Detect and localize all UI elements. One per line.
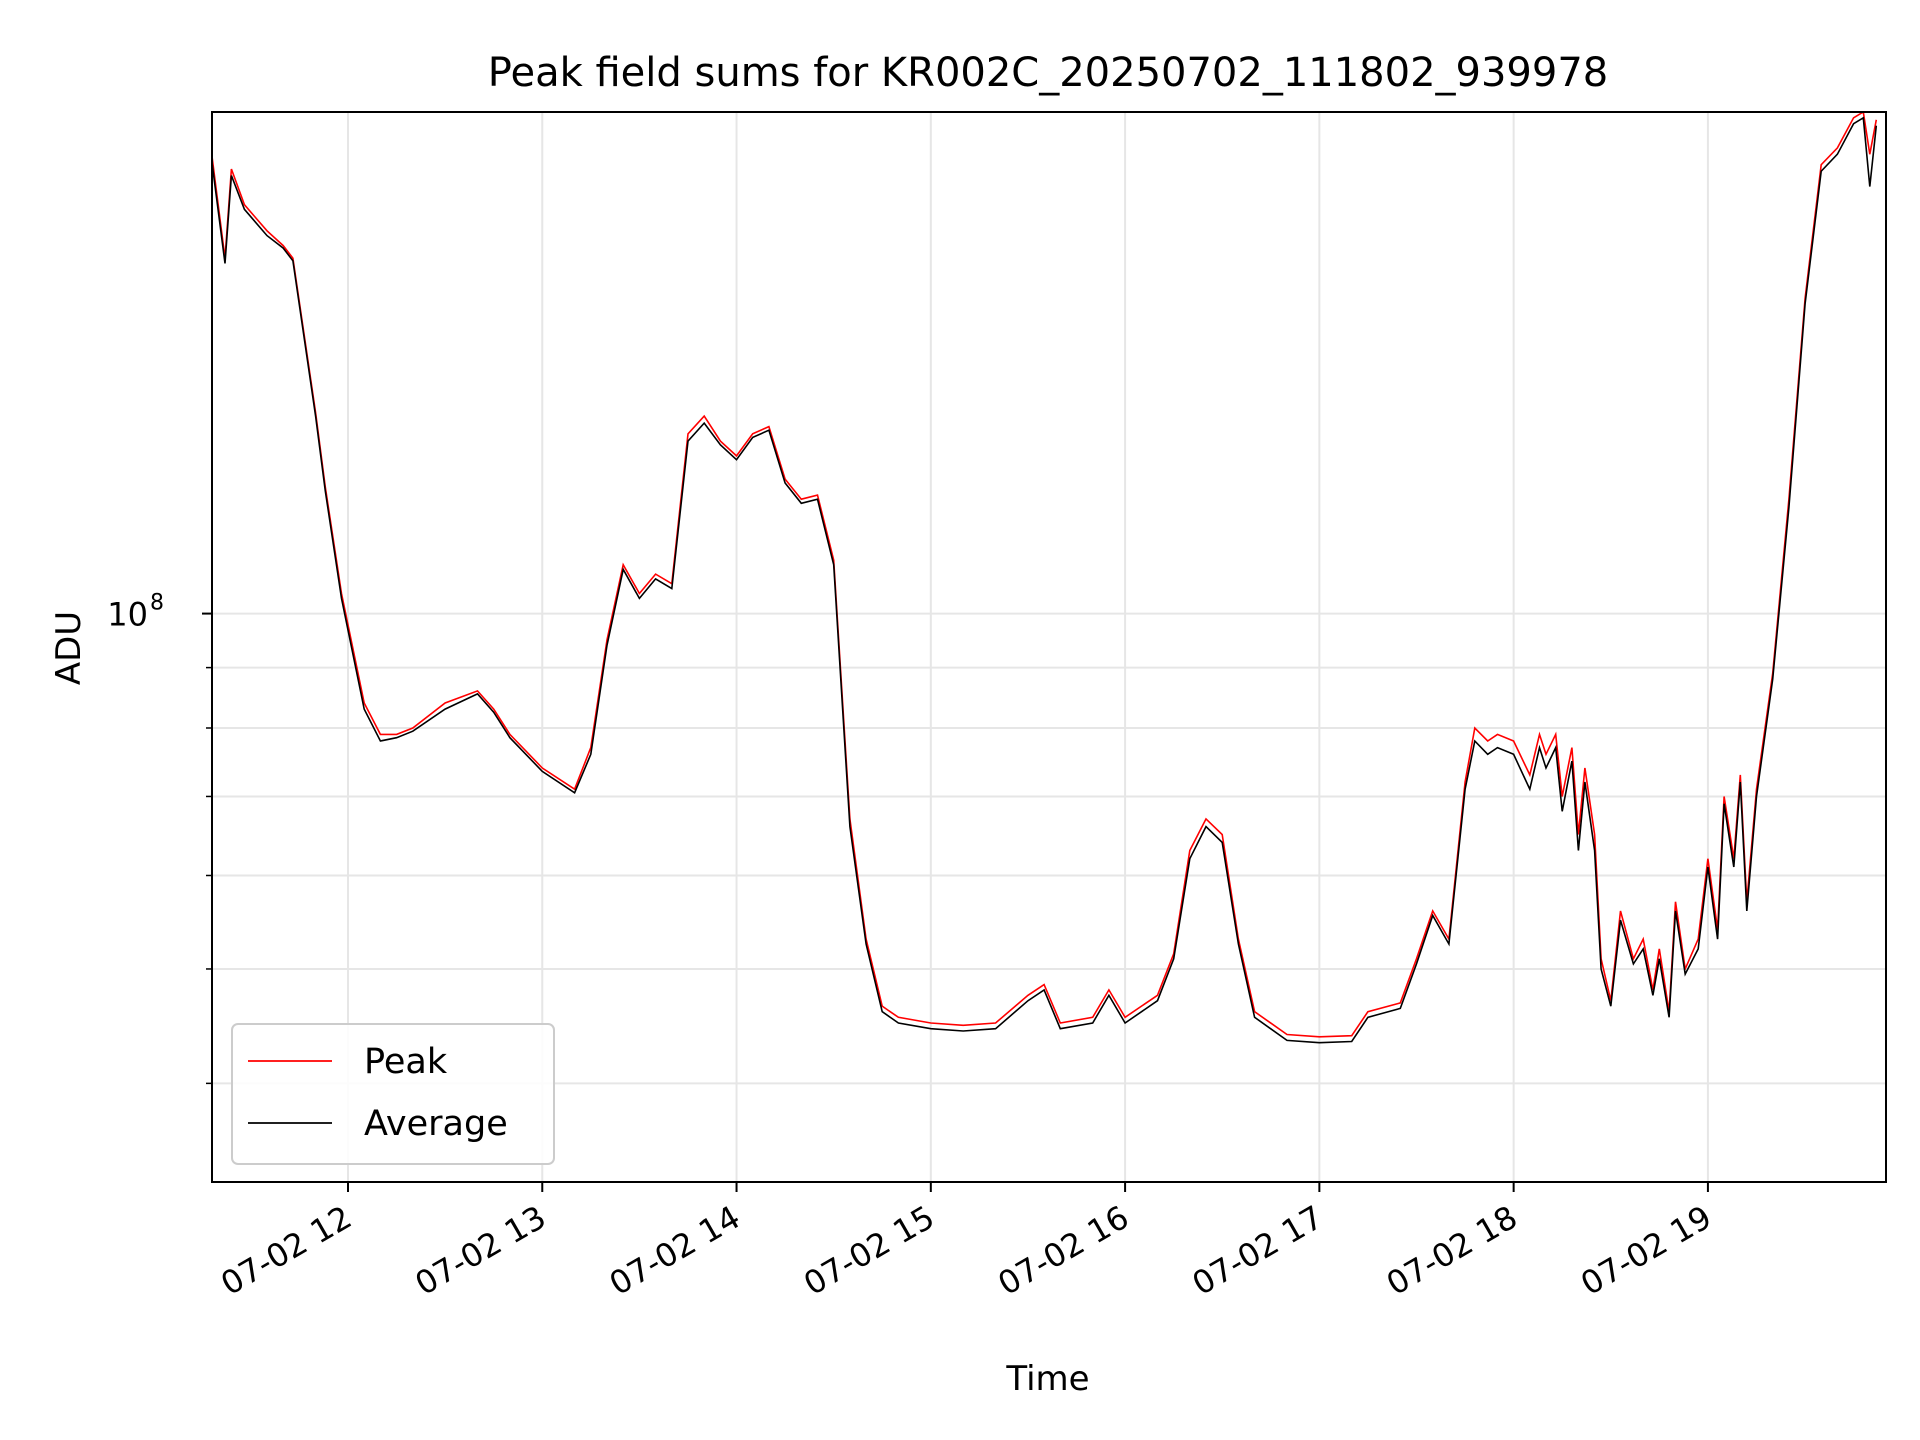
chart-title: Peak field sums for KR002C_20250702_1118…	[488, 50, 1608, 96]
legend-box	[231, 1023, 555, 1165]
x-axis-label: Time	[1005, 1359, 1089, 1399]
y-axis-label: ADU	[49, 611, 89, 685]
series-line-peak	[212, 112, 1878, 1038]
grid-lines	[212, 112, 1886, 1182]
y-tick-label-exponent: 8	[150, 591, 164, 616]
legend-label-peak: Peak	[364, 1042, 448, 1082]
legend: Peak Average	[231, 1023, 555, 1165]
y-tick-label: 10	[107, 596, 148, 634]
series-line-average	[212, 116, 1878, 1044]
legend-label-average: Average	[364, 1104, 508, 1144]
y-axis-ticks: 10 8	[107, 591, 212, 1085]
plot-frame	[211, 111, 1887, 1183]
plot-area	[212, 112, 1878, 1044]
